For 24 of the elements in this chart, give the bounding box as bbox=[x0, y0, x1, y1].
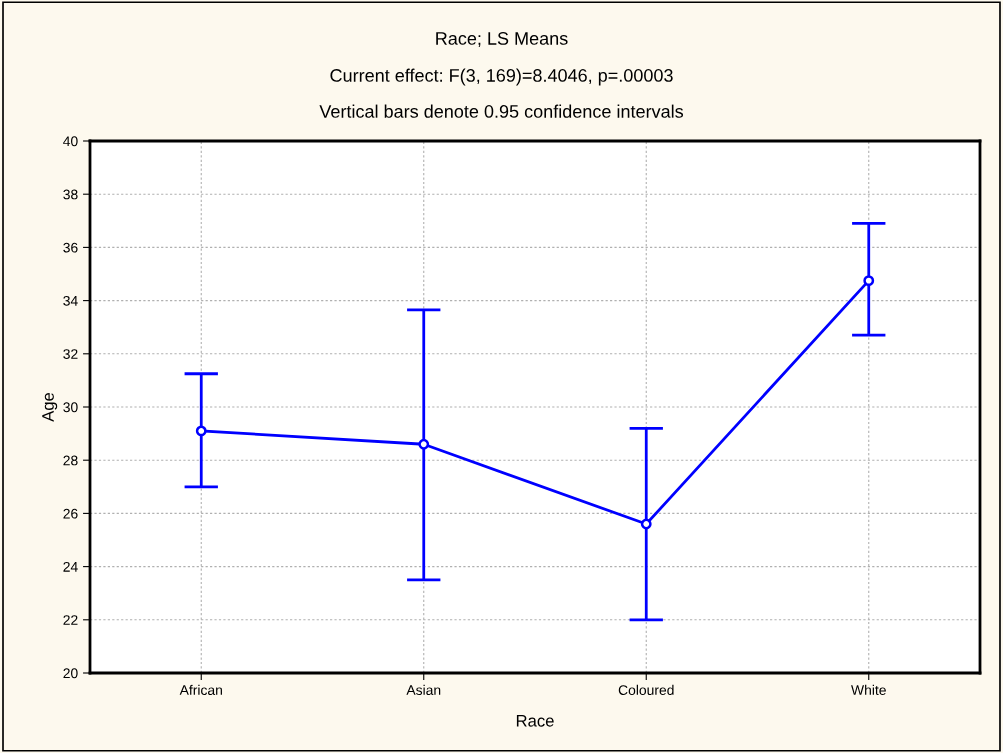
y-tick-label: 30 bbox=[63, 402, 78, 413]
point bbox=[863, 275, 875, 287]
y-tick-label: 34 bbox=[63, 295, 78, 306]
y-tick-label: 28 bbox=[63, 455, 78, 466]
y-tick-label: 22 bbox=[63, 615, 78, 625]
y-axis-title: Age bbox=[42, 392, 58, 422]
y-tick-label: 20 bbox=[63, 668, 78, 679]
y-tick-label: 26 bbox=[63, 508, 78, 519]
y-tick-label: 40 bbox=[63, 136, 78, 147]
x-tick-label: Asian bbox=[406, 684, 441, 696]
y-tick-label: 38 bbox=[63, 189, 78, 200]
text: Vertical bars denote 0.95 confidence intervals bbox=[319, 104, 684, 118]
x-tick-label: Coloured bbox=[618, 684, 674, 696]
x-axis-title: Race bbox=[516, 715, 554, 727]
chart-title: Race; LS Means bbox=[436, 32, 568, 47]
y-tick-label: 36 bbox=[63, 242, 78, 253]
point bbox=[640, 518, 652, 530]
y-tick-label: 24 bbox=[63, 561, 78, 572]
x-tick-label: White bbox=[851, 684, 886, 696]
y-tick-label: 32 bbox=[63, 349, 78, 359]
chart-subtitle: Current effect: F(3, 169)=8.4046, p=.00003 bbox=[330, 68, 673, 86]
point bbox=[195, 425, 207, 437]
x-tick-label: African bbox=[179, 684, 222, 696]
point bbox=[418, 438, 430, 450]
